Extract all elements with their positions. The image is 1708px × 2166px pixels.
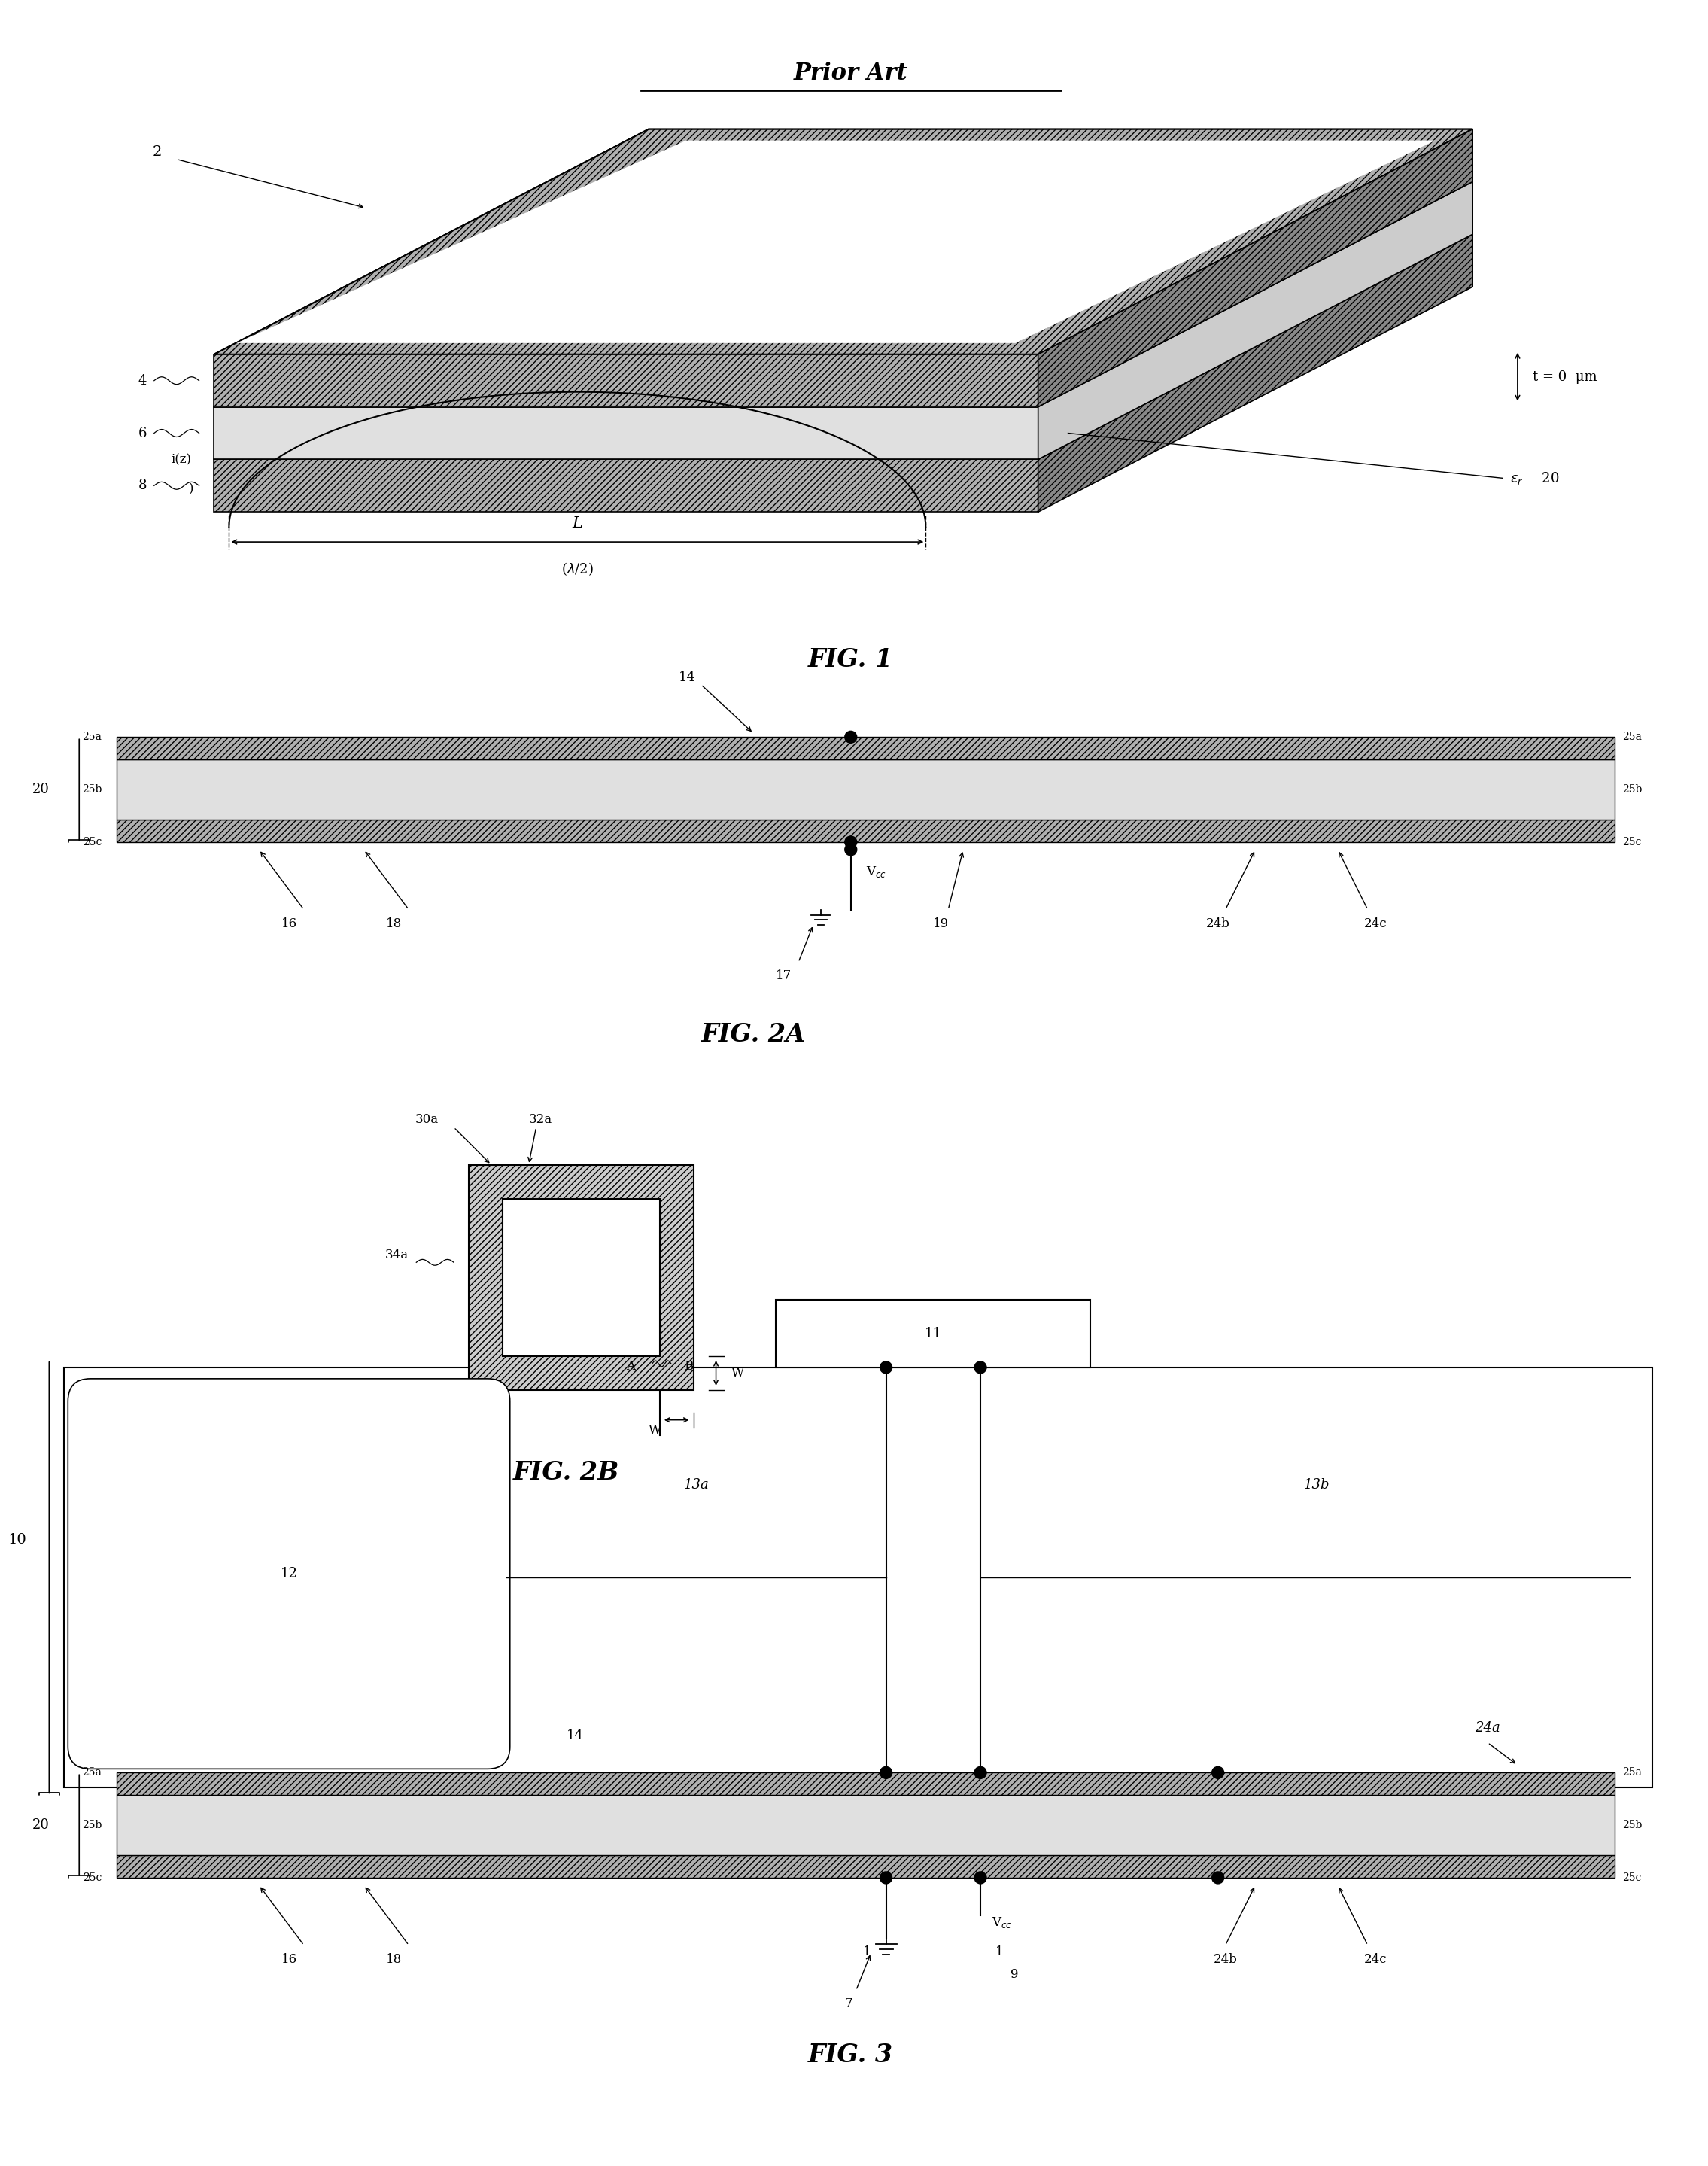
Bar <box>468 1165 693 1391</box>
Circle shape <box>845 843 857 856</box>
Circle shape <box>975 1871 987 1884</box>
Text: ($\lambda$/2): ($\lambda$/2) <box>562 561 593 576</box>
Text: 12: 12 <box>280 1566 297 1581</box>
Text: 18: 18 <box>386 1954 401 1965</box>
Bar <box>502 1198 659 1356</box>
Bar <box>214 407 1038 459</box>
Text: 25a: 25a <box>82 1767 102 1778</box>
Bar <box>214 459 1038 511</box>
Text: 25c: 25c <box>1623 1871 1641 1882</box>
FancyBboxPatch shape <box>68 1380 511 1770</box>
Text: 34a: 34a <box>386 1248 408 1261</box>
Text: V$_{cc}$: V$_{cc}$ <box>866 864 886 879</box>
Text: 20: 20 <box>32 1819 50 1832</box>
Text: t = 0  μm: t = 0 μm <box>1532 370 1597 383</box>
Text: 30a: 30a <box>415 1113 439 1126</box>
Circle shape <box>845 836 857 849</box>
Circle shape <box>845 732 857 743</box>
Polygon shape <box>214 130 1472 355</box>
Text: 2: 2 <box>152 145 162 158</box>
Text: 20: 20 <box>32 782 50 797</box>
Bar <box>116 819 1616 843</box>
Text: ): ) <box>190 483 195 496</box>
Text: 25b: 25b <box>1623 1819 1643 1830</box>
Text: 25b: 25b <box>82 784 102 795</box>
Text: 25b: 25b <box>1623 784 1643 795</box>
Text: Prior Art: Prior Art <box>794 61 909 84</box>
Text: 24c: 24c <box>1363 916 1387 929</box>
Text: FIG. 2B: FIG. 2B <box>512 1460 620 1486</box>
Bar <box>214 355 1038 407</box>
Text: 8: 8 <box>138 479 147 492</box>
Text: FIG. 2A: FIG. 2A <box>700 1022 806 1046</box>
Text: L: L <box>572 516 582 531</box>
Text: 1: 1 <box>863 1945 871 1958</box>
Text: 25b: 25b <box>82 1819 102 1830</box>
Bar <box>116 1856 1616 1878</box>
Circle shape <box>1213 1767 1225 1778</box>
Text: 25a: 25a <box>1623 1767 1641 1778</box>
Polygon shape <box>236 141 1435 342</box>
Text: 25c: 25c <box>82 836 102 847</box>
Circle shape <box>880 1871 892 1884</box>
Bar <box>116 736 1616 760</box>
Polygon shape <box>1038 130 1472 407</box>
Text: 10: 10 <box>9 1534 27 1547</box>
Bar <box>65 1367 1652 1787</box>
Text: 25c: 25c <box>82 1871 102 1882</box>
Text: 13b: 13b <box>1303 1479 1329 1492</box>
Text: 19: 19 <box>933 916 948 929</box>
Text: 11: 11 <box>924 1328 941 1341</box>
Text: FIG. 3: FIG. 3 <box>808 2043 893 2069</box>
Text: 6: 6 <box>138 427 147 440</box>
Bar <box>116 1772 1616 1796</box>
Text: FIG. 1: FIG. 1 <box>808 648 893 671</box>
Text: 14: 14 <box>678 669 695 684</box>
Text: A: A <box>627 1360 635 1373</box>
Polygon shape <box>214 130 1472 355</box>
Text: 1: 1 <box>996 1945 1003 1958</box>
Text: 24a: 24a <box>1476 1722 1500 1735</box>
Text: 7: 7 <box>844 1997 852 2010</box>
Text: B: B <box>685 1360 693 1373</box>
Text: 16: 16 <box>282 916 297 929</box>
Text: 25c: 25c <box>1623 836 1641 847</box>
Text: V$_{cc}$: V$_{cc}$ <box>992 1915 1011 1930</box>
Text: W: W <box>649 1423 661 1436</box>
Text: 13a: 13a <box>683 1479 709 1492</box>
Text: 9: 9 <box>1011 1967 1018 1980</box>
Text: 4: 4 <box>138 375 147 388</box>
Circle shape <box>880 1362 892 1373</box>
Text: i(z): i(z) <box>171 453 191 466</box>
Bar <box>116 760 1616 819</box>
Text: 25a: 25a <box>82 732 102 743</box>
Text: 14: 14 <box>565 1728 584 1744</box>
Text: 18: 18 <box>386 916 401 929</box>
Circle shape <box>975 1767 987 1778</box>
Bar <box>116 1796 1616 1856</box>
Text: 16: 16 <box>282 1954 297 1965</box>
Text: W: W <box>731 1367 745 1380</box>
Bar <box>775 1300 1090 1367</box>
Polygon shape <box>1038 182 1472 459</box>
Text: 24b: 24b <box>1213 1954 1237 1965</box>
Text: 24c: 24c <box>1363 1954 1387 1965</box>
Text: $\varepsilon_r$ = 20: $\varepsilon_r$ = 20 <box>1510 470 1559 485</box>
Polygon shape <box>1038 234 1472 511</box>
Circle shape <box>975 1362 987 1373</box>
Circle shape <box>1213 1871 1225 1884</box>
Circle shape <box>880 1767 892 1778</box>
Text: 24b: 24b <box>1206 916 1230 929</box>
Text: 32a: 32a <box>529 1113 552 1126</box>
Text: 17: 17 <box>775 970 791 983</box>
Text: 25a: 25a <box>1623 732 1641 743</box>
